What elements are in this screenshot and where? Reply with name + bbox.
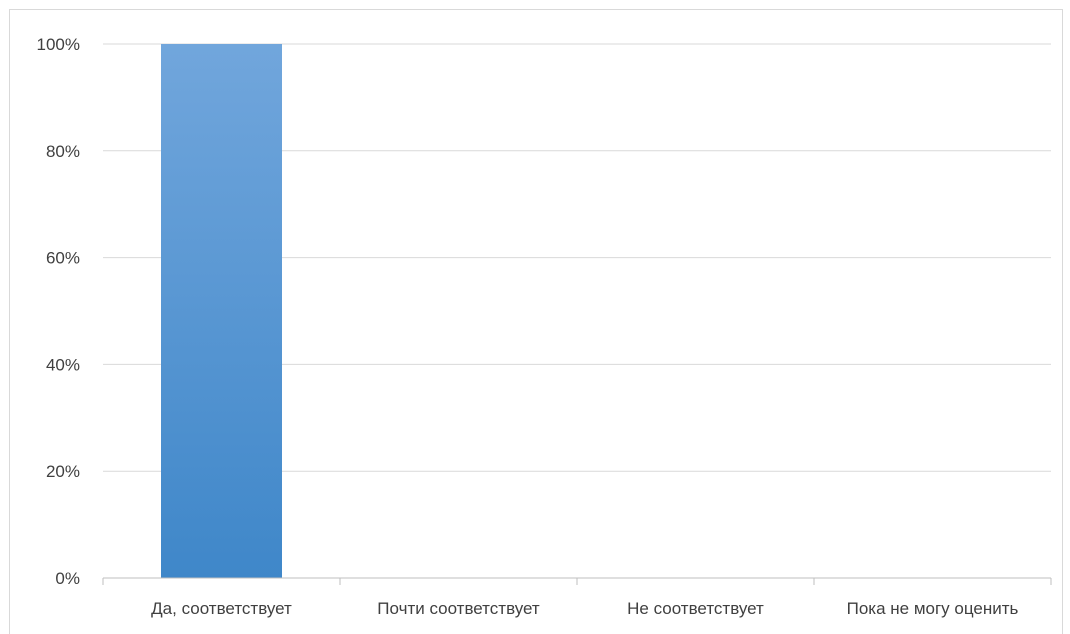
x-axis <box>102 577 1052 585</box>
chart-frame <box>9 9 1063 634</box>
y-tick-label: 100% <box>37 35 80 54</box>
y-tick-label: 60% <box>46 249 80 268</box>
y-tick-label: 20% <box>46 462 80 481</box>
y-axis-labels: 0% 20% 40% 60% 80% 100% <box>37 35 80 588</box>
y-tick-label: 0% <box>55 569 80 588</box>
bar <box>161 44 282 578</box>
y-tick-label: 80% <box>46 142 80 161</box>
y-tick-label: 40% <box>46 355 80 374</box>
x-category-label: Да, соответствует <box>151 599 292 618</box>
x-axis-labels: Да, соответствует Почти соответствует Не с… <box>151 599 1018 618</box>
bars <box>161 44 282 578</box>
x-category-label: Не соответствует <box>627 599 764 618</box>
x-category-label: Почти соответствует <box>377 599 540 618</box>
x-category-label: Пока не могу оценить <box>847 599 1019 618</box>
